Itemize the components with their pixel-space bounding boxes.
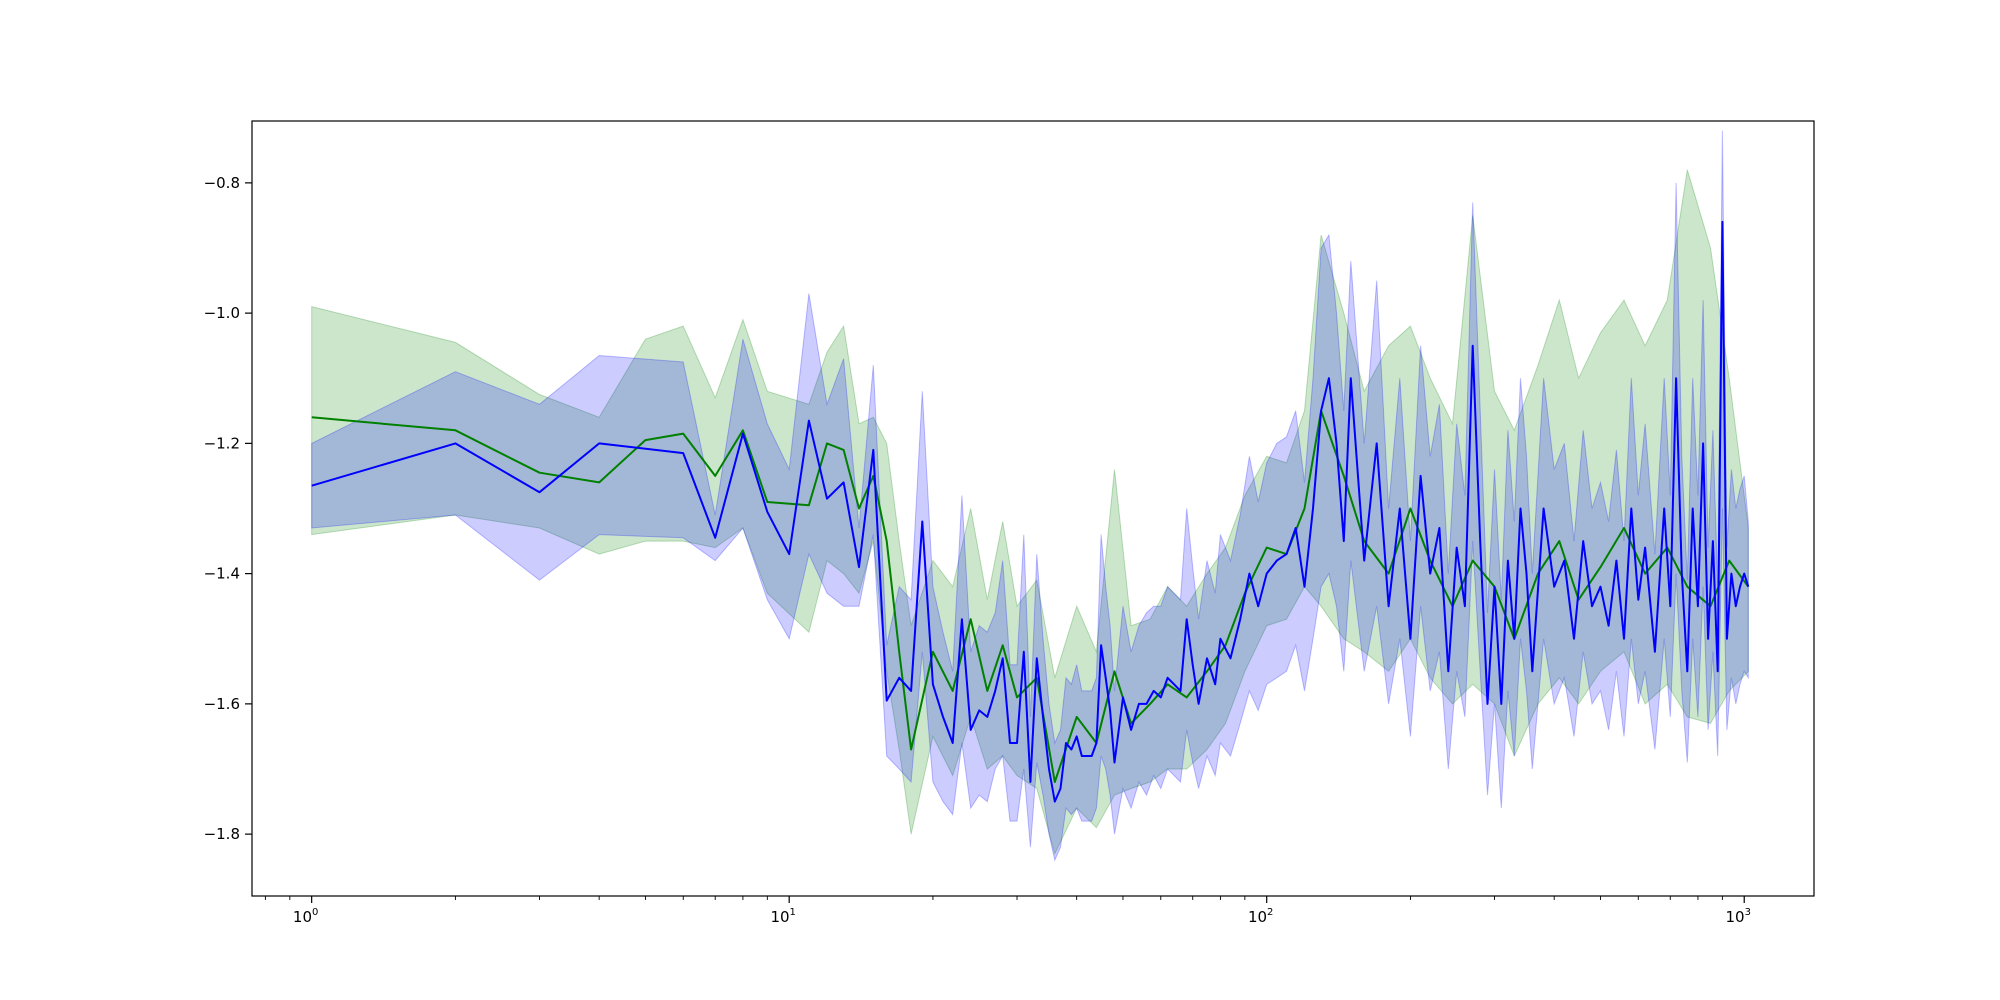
series-1-line xyxy=(311,409,1750,783)
y-tick-label: −1.8 xyxy=(204,825,240,843)
y-tick-label: −1.4 xyxy=(204,565,240,583)
series-1-band xyxy=(311,169,1749,856)
y-tick-label: −1.2 xyxy=(204,434,240,452)
series-lines xyxy=(311,220,1750,803)
y-axis: −0.8 −1.0 −1.2 −1.4 −1.6 −1.8 xyxy=(204,174,252,843)
confidence-bands xyxy=(311,130,1749,862)
x-tick-label: 102 xyxy=(1248,907,1273,926)
series-2-line xyxy=(311,220,1750,803)
x-tick-label: 101 xyxy=(770,907,795,926)
plot-frame xyxy=(251,120,1815,897)
y-tick-label: −0.8 xyxy=(204,174,240,192)
y-tick-label: −1.6 xyxy=(204,695,240,713)
x-tick-label: 103 xyxy=(1725,907,1750,926)
y-tick-label: −1.0 xyxy=(204,304,240,322)
x-axis: 100 101 102 103 xyxy=(264,896,1751,926)
series-2-band xyxy=(311,130,1749,862)
x-tick-label: 100 xyxy=(293,907,318,926)
